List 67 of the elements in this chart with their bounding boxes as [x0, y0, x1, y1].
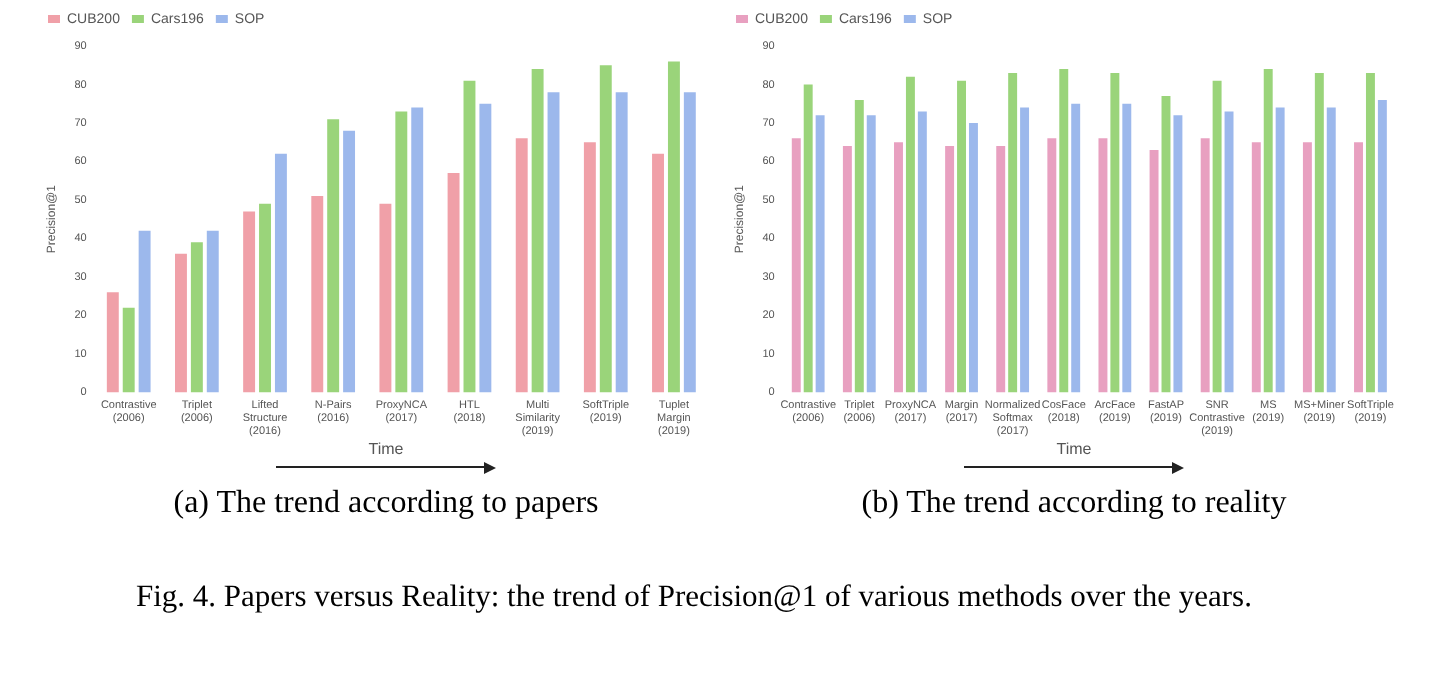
bar: [1251, 142, 1261, 393]
bar: [683, 92, 696, 393]
bar: [996, 146, 1006, 393]
bar: [206, 230, 219, 393]
bar: [1275, 107, 1285, 393]
bar: [411, 107, 424, 393]
bar: [311, 196, 324, 393]
bar: [905, 76, 915, 393]
bar: [479, 103, 492, 393]
bar: [243, 211, 256, 393]
bar: [667, 61, 680, 393]
x-axis-title: Time: [366, 440, 406, 458]
bar: [1314, 72, 1324, 393]
bar: [515, 138, 528, 393]
bar: [1071, 103, 1081, 393]
bar: [463, 80, 476, 393]
bar: [190, 242, 203, 393]
bar: [815, 115, 825, 393]
bar: [957, 80, 967, 393]
bar: [1173, 115, 1183, 393]
bar: [1059, 69, 1069, 393]
caption: Fig. 4. Papers versus Reality: the trend of Precision@1 of various methods over the years.: [136, 578, 1254, 618]
bar: [259, 203, 271, 393]
bar: [842, 146, 852, 393]
bar: [1302, 142, 1312, 393]
bar: [106, 292, 119, 393]
bar: [1377, 99, 1387, 393]
bar: [615, 92, 628, 393]
bar: [1149, 149, 1159, 393]
bar: [1365, 72, 1375, 393]
bar: [1263, 69, 1273, 393]
bar: [1354, 142, 1363, 393]
bar: [866, 115, 876, 393]
bar: [652, 153, 664, 393]
x-axis-title: Time: [1054, 440, 1094, 458]
bar: [1008, 72, 1018, 393]
bar: [274, 153, 287, 393]
text: (b) The trend according to reality: [859, 486, 1289, 522]
bar: [447, 173, 460, 393]
bar: [1110, 72, 1120, 393]
bar: [917, 111, 927, 393]
bar: [1122, 103, 1132, 393]
bar: [894, 142, 903, 393]
bar: [791, 138, 801, 393]
bar: [327, 119, 340, 393]
text: (a) The trend according to papers: [171, 486, 601, 522]
bar: [599, 65, 612, 393]
bar: [803, 84, 813, 393]
bar: [1047, 138, 1057, 393]
bar: [122, 307, 135, 393]
bar: [854, 99, 864, 393]
bar: [138, 230, 151, 393]
bar: [395, 111, 408, 393]
bar: [547, 92, 560, 393]
bar: [1224, 111, 1234, 393]
bar: [531, 69, 544, 393]
bar: [343, 130, 356, 393]
bar: [1212, 80, 1222, 393]
bar: [583, 142, 596, 393]
bar: [1326, 107, 1336, 393]
bar: [1020, 107, 1030, 393]
bar: [945, 146, 955, 393]
bar: [1098, 138, 1108, 393]
bar: [968, 122, 978, 393]
bar: [1200, 138, 1210, 393]
bar: [175, 253, 187, 393]
bar: [379, 203, 392, 393]
